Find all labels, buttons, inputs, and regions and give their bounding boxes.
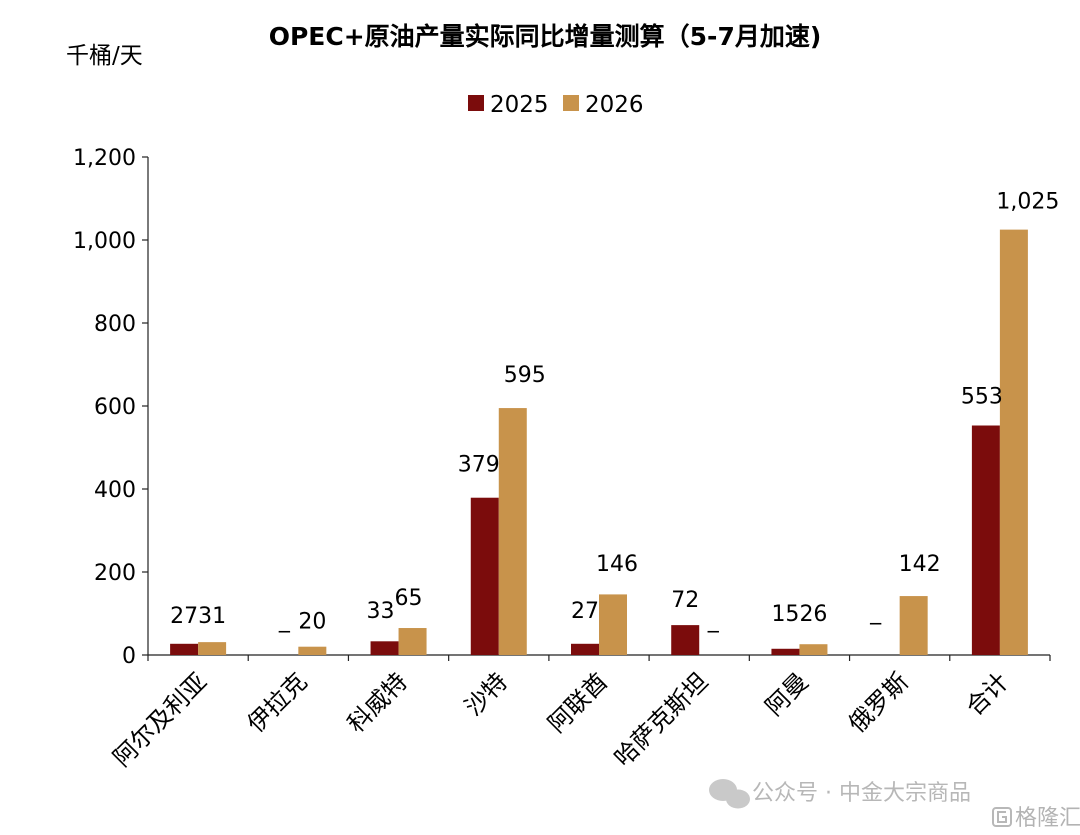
legend-swatch-2026 — [563, 95, 579, 111]
category-label: 科威特 — [342, 667, 413, 738]
bar-2026 — [799, 644, 828, 655]
watermark: 公众号 · 中金大宗商品 格隆汇 — [709, 779, 1080, 831]
y-axis-unit-label: 千桶/天 — [66, 43, 143, 69]
data-label-2025: 553 — [961, 385, 1003, 410]
data-label-2026: 20 — [298, 610, 326, 635]
data-label-2025: _ — [869, 600, 882, 625]
y-tick-label: 200 — [94, 561, 136, 586]
data-label-2025: 27 — [571, 599, 599, 624]
data-label-2026: 1,025 — [996, 190, 1059, 215]
category-label: 阿联酋 — [543, 667, 614, 738]
y-tick-label: 600 — [94, 395, 136, 420]
data-label-2026: 31 — [198, 604, 226, 629]
data-label-2026: _ — [707, 608, 720, 633]
data-label-2026: 26 — [799, 602, 827, 627]
x-axis — [147, 654, 1051, 661]
data-label-2025: _ — [278, 608, 291, 633]
data-label-2026: 146 — [596, 552, 638, 577]
gelonghui-logo — [992, 807, 1012, 827]
category-label: 阿曼 — [760, 667, 814, 721]
y-axis: 0 200 400 600 800 1,000 1,200 — [73, 146, 149, 669]
bar-2025 — [671, 625, 700, 655]
bar-2026 — [999, 229, 1028, 655]
data-label-2026: 595 — [504, 363, 546, 388]
legend-swatch-2025 — [468, 95, 484, 111]
category-label: 合计 — [960, 667, 1014, 721]
bar-2025 — [470, 497, 499, 655]
bar-2025 — [370, 641, 399, 655]
y-tick-label: 1,000 — [73, 229, 136, 254]
data-label-2026: 65 — [395, 586, 423, 611]
watermark-corner-text: 格隆汇 — [1015, 806, 1080, 831]
y-tick-label: 800 — [94, 312, 136, 337]
data-label-2025: 72 — [671, 588, 699, 613]
bar-2025 — [971, 425, 1000, 655]
data-label-2025: 33 — [367, 599, 395, 624]
bars — [170, 229, 1028, 655]
bar-2026 — [899, 596, 928, 655]
bar-2026 — [198, 642, 227, 655]
data-label-2025: 15 — [771, 602, 799, 627]
bar-2026 — [498, 408, 527, 655]
watermark-text: 公众号 · 中金大宗商品 — [752, 781, 971, 806]
legend: 2025 2026 — [468, 92, 644, 118]
legend-label-2025: 2025 — [490, 92, 549, 118]
bar-2025 — [170, 643, 199, 655]
category-label: 哈萨克斯坦 — [609, 667, 714, 772]
y-tick-label: 0 — [122, 644, 136, 669]
data-label-2025: 27 — [170, 604, 198, 629]
bar-2026 — [298, 646, 327, 655]
wechat-logo — [709, 779, 750, 809]
bar-2026 — [398, 628, 427, 655]
chart-title: OPEC+原油产量实际同比增量测算（5-7月加速) — [269, 22, 822, 51]
legend-label-2026: 2026 — [585, 92, 644, 118]
category-label: 伊拉克 — [242, 667, 313, 738]
y-tick-label: 1,200 — [73, 146, 136, 171]
data-label-2025: 379 — [458, 453, 500, 478]
category-label: 俄罗斯 — [843, 667, 914, 738]
bar-2025 — [771, 648, 800, 655]
bar-2025 — [571, 643, 599, 655]
data-label-2026: 142 — [899, 552, 941, 577]
bar-2026 — [599, 594, 627, 655]
category-label: 阿尔及利亚 — [108, 667, 213, 772]
category-label: 沙特 — [459, 667, 513, 721]
y-tick-label: 400 — [94, 478, 136, 503]
